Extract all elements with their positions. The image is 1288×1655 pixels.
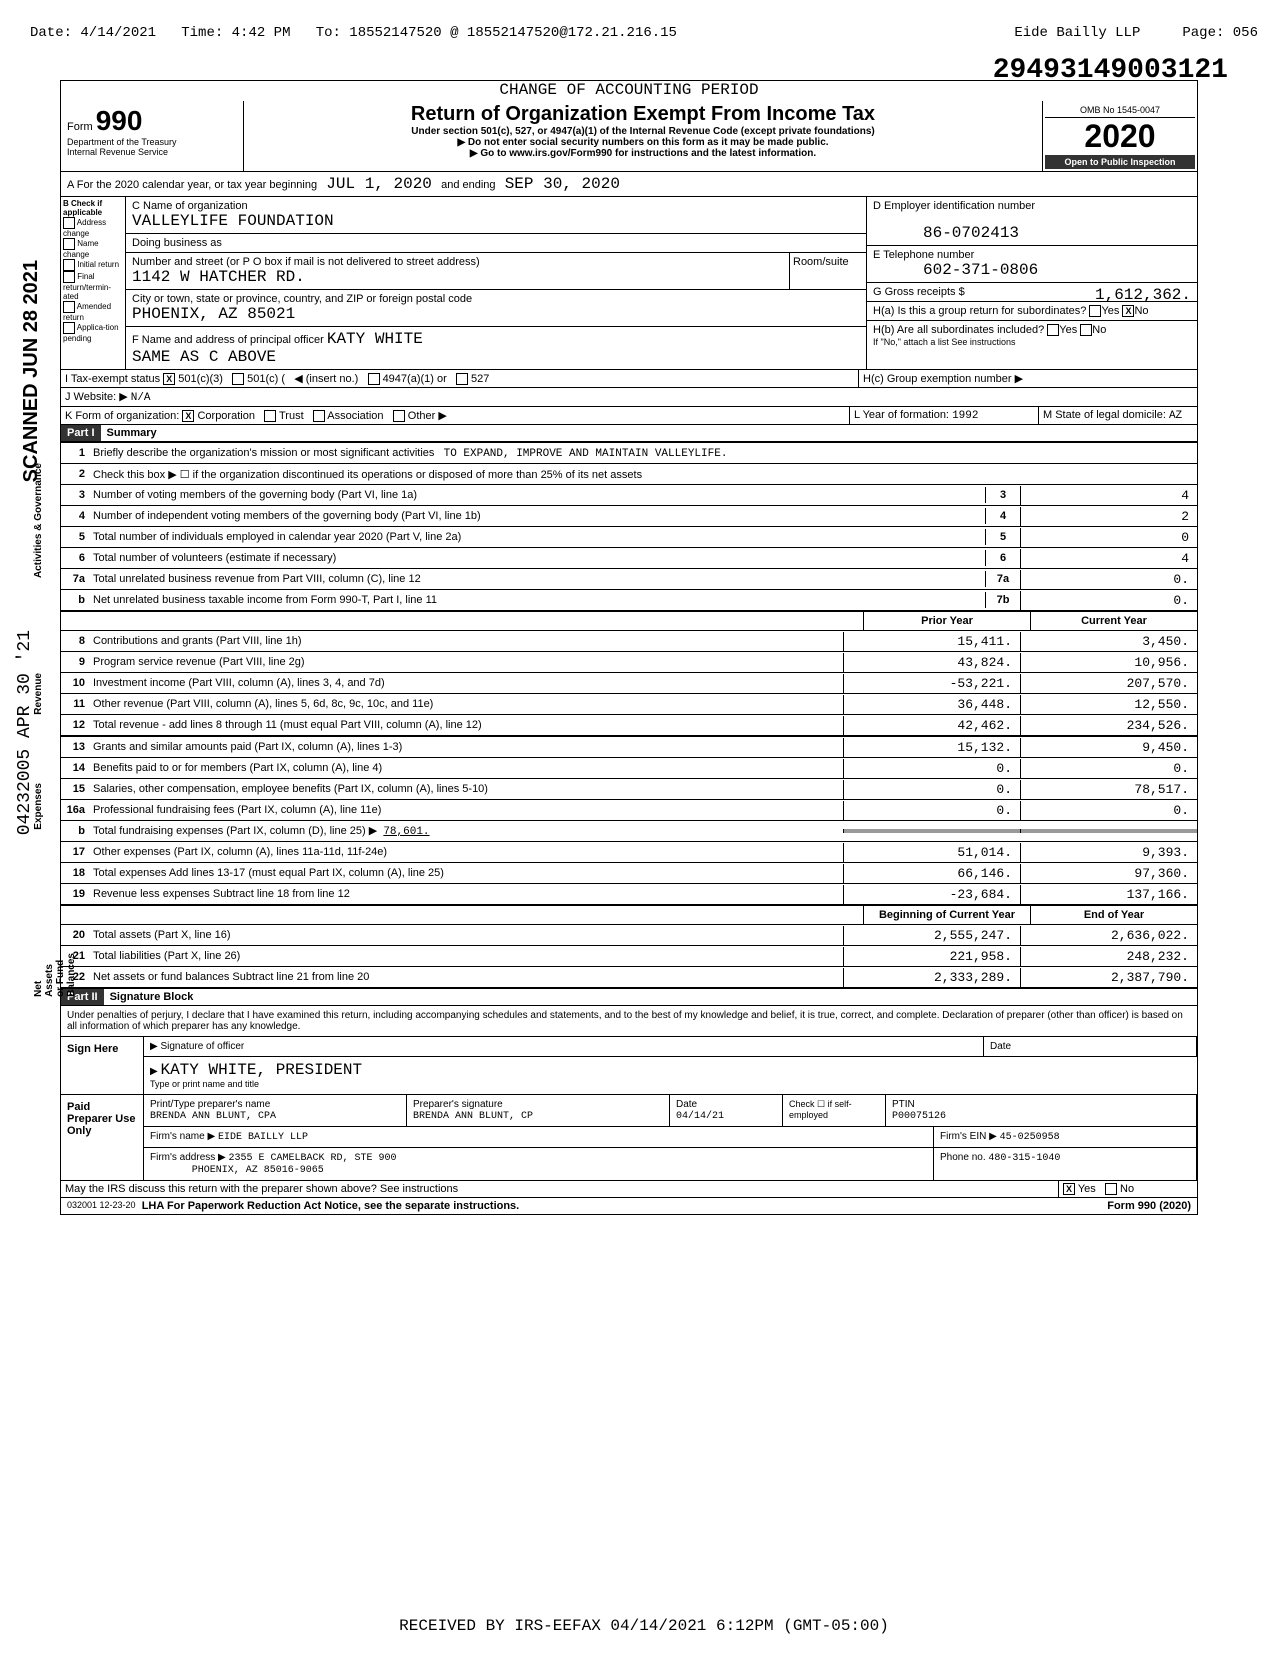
fax-date: Date: 4/14/2021 [30,25,156,41]
irs: Internal Revenue Service [67,147,237,157]
firm-phone: 480-315-1040 [988,1153,1060,1164]
footer-lha: LHA For Paperwork Reduction Act Notice, … [142,1200,520,1212]
side-governance: Activities & Governance [33,463,44,578]
open-to-public: Open to Public Inspection [1045,155,1195,169]
firm-address: 2355 E CAMELBACK RD, STE 900 [229,1153,397,1164]
hc-label: H(c) Group exemption number ▶ [863,373,1023,385]
line3-value: 4 [1020,486,1197,505]
col-current-year: Current Year [1030,612,1197,630]
form-number: 990 [96,105,143,136]
firm-ein: 45-0250958 [1000,1132,1060,1143]
omb-number: OMB No 1545-0047 [1045,103,1195,118]
footer-form: Form 990 (2020) [1107,1200,1191,1212]
street-address: 1142 W HATCHER RD. [132,268,305,286]
date-stamp: 04232005 APR 30 '21 [15,630,35,835]
period-end: SEP 30, 2020 [505,175,620,193]
section-b-checkboxes: B Check if applicable Address change Nam… [61,197,126,369]
side-net-assets: Net Assets or Fund Balances [33,953,77,997]
col-beginning: Beginning of Current Year [863,906,1030,924]
accounting-period-change: CHANGE OF ACCOUNTING PERIOD [61,81,1197,99]
side-expenses: Expenses [33,783,44,830]
e-label: E Telephone number [873,249,974,261]
line-a-label: A For the 2020 calendar year, or tax yea… [67,179,317,191]
form-990: CHANGE OF ACCOUNTING PERIOD Form 990 Dep… [60,80,1198,1215]
c-label: C Name of organization [132,200,248,212]
hb-label: H(b) Are all subordinates included? [873,324,1044,336]
footer-code: 032001 12-23-20 [67,1200,136,1212]
state-domicile: AZ [1169,410,1182,422]
received-footer: RECEIVED BY IRS-EEFAX 04/14/2021 6:12PM … [0,1617,1288,1635]
discuss-label: May the IRS discuss this return with the… [61,1181,1059,1197]
col-end-year: End of Year [1030,906,1197,924]
preparer-name: BRENDA ANN BLUNT, CPA [150,1111,276,1122]
mission: TO EXPAND, IMPROVE AND MAINTAIN VALLEYLI… [444,448,728,460]
website: N/A [131,392,151,404]
fax-page: Page: 056 [1182,25,1258,41]
line-a-mid: and ending [441,179,495,191]
f-label: F Name and address of principal officer [132,334,324,346]
k-label: K Form of organization: [65,410,179,422]
form-title: Return of Organization Exempt From Incom… [248,103,1038,126]
officer-name: KATY WHITE [327,330,423,348]
perjury-statement: Under penalties of perjury, I declare th… [61,1006,1197,1037]
firm-name: EIDE BAILLY LLP [218,1132,308,1143]
ein: 86-0702413 [873,224,1019,242]
col-prior-year: Prior Year [863,612,1030,630]
tax-year: 2020 [1045,118,1195,155]
ptin: P00075126 [892,1111,946,1122]
room-label: Room/suite [793,256,849,268]
preparer-date: 04/14/21 [676,1111,724,1122]
j-label: J Website: ▶ [65,391,128,403]
paid-preparer-label: Paid Preparer Use Only [61,1095,144,1180]
fax-header: Date: 4/14/2021 Time: 4:42 PM To: 185521… [30,25,1258,41]
fax-time: Time: 4:42 PM [181,25,290,41]
side-revenue: Revenue [33,673,44,715]
part2-title: Signature Block [104,989,200,1005]
ha-label: H(a) Is this a group return for subordin… [873,305,1086,317]
preparer-sig: BRENDA ANN BLUNT, CP [413,1111,533,1122]
fax-from: Eide Bailly LLP [1014,25,1140,41]
scanned-stamp: SCANNED JUN 28 2021 [20,260,43,482]
form-goto: ▶ Go to www.irs.gov/Form990 for instruct… [248,148,1038,159]
city-label: City or town, state or province, country… [132,293,472,305]
part1-title: Summary [101,425,163,441]
fax-to: To: 18552147520 @ 18552147520@172.21.216… [316,25,677,41]
year-formation: 1992 [952,410,978,422]
line4-value: 2 [1020,507,1197,526]
d-label: D Employer identification number [873,200,1035,212]
i-label: I Tax-exempt status [65,373,160,385]
part1-header: Part I [61,425,101,441]
dba-label: Doing business as [132,237,222,249]
sign-here-label: Sign Here [61,1037,144,1094]
line7b-value: 0. [1020,591,1197,610]
form-warning: ▶ Do not enter social security numbers o… [248,137,1038,148]
officer-signature-name: KATY WHITE, PRESIDENT [160,1061,362,1079]
form-label: Form [67,121,93,133]
form-subtitle: Under section 501(c), 527, or 4947(a)(1)… [248,126,1038,137]
street-label: Number and street (or P O box if mail is… [132,256,480,268]
period-begin: JUL 1, 2020 [326,175,432,193]
city-state-zip: PHOENIX, AZ 85021 [132,305,295,323]
phone: 602-371-0806 [873,261,1038,279]
gross-receipts: 1,612,362. [1095,286,1191,304]
line6-value: 4 [1020,549,1197,568]
g-label: G Gross receipts $ [873,286,965,298]
officer-addr: SAME AS C ABOVE [132,348,276,366]
line5-value: 0 [1020,528,1197,547]
org-name: VALLEYLIFE FOUNDATION [132,212,334,230]
line7a-value: 0. [1020,570,1197,589]
dept-treasury: Department of the Treasury [67,137,237,147]
